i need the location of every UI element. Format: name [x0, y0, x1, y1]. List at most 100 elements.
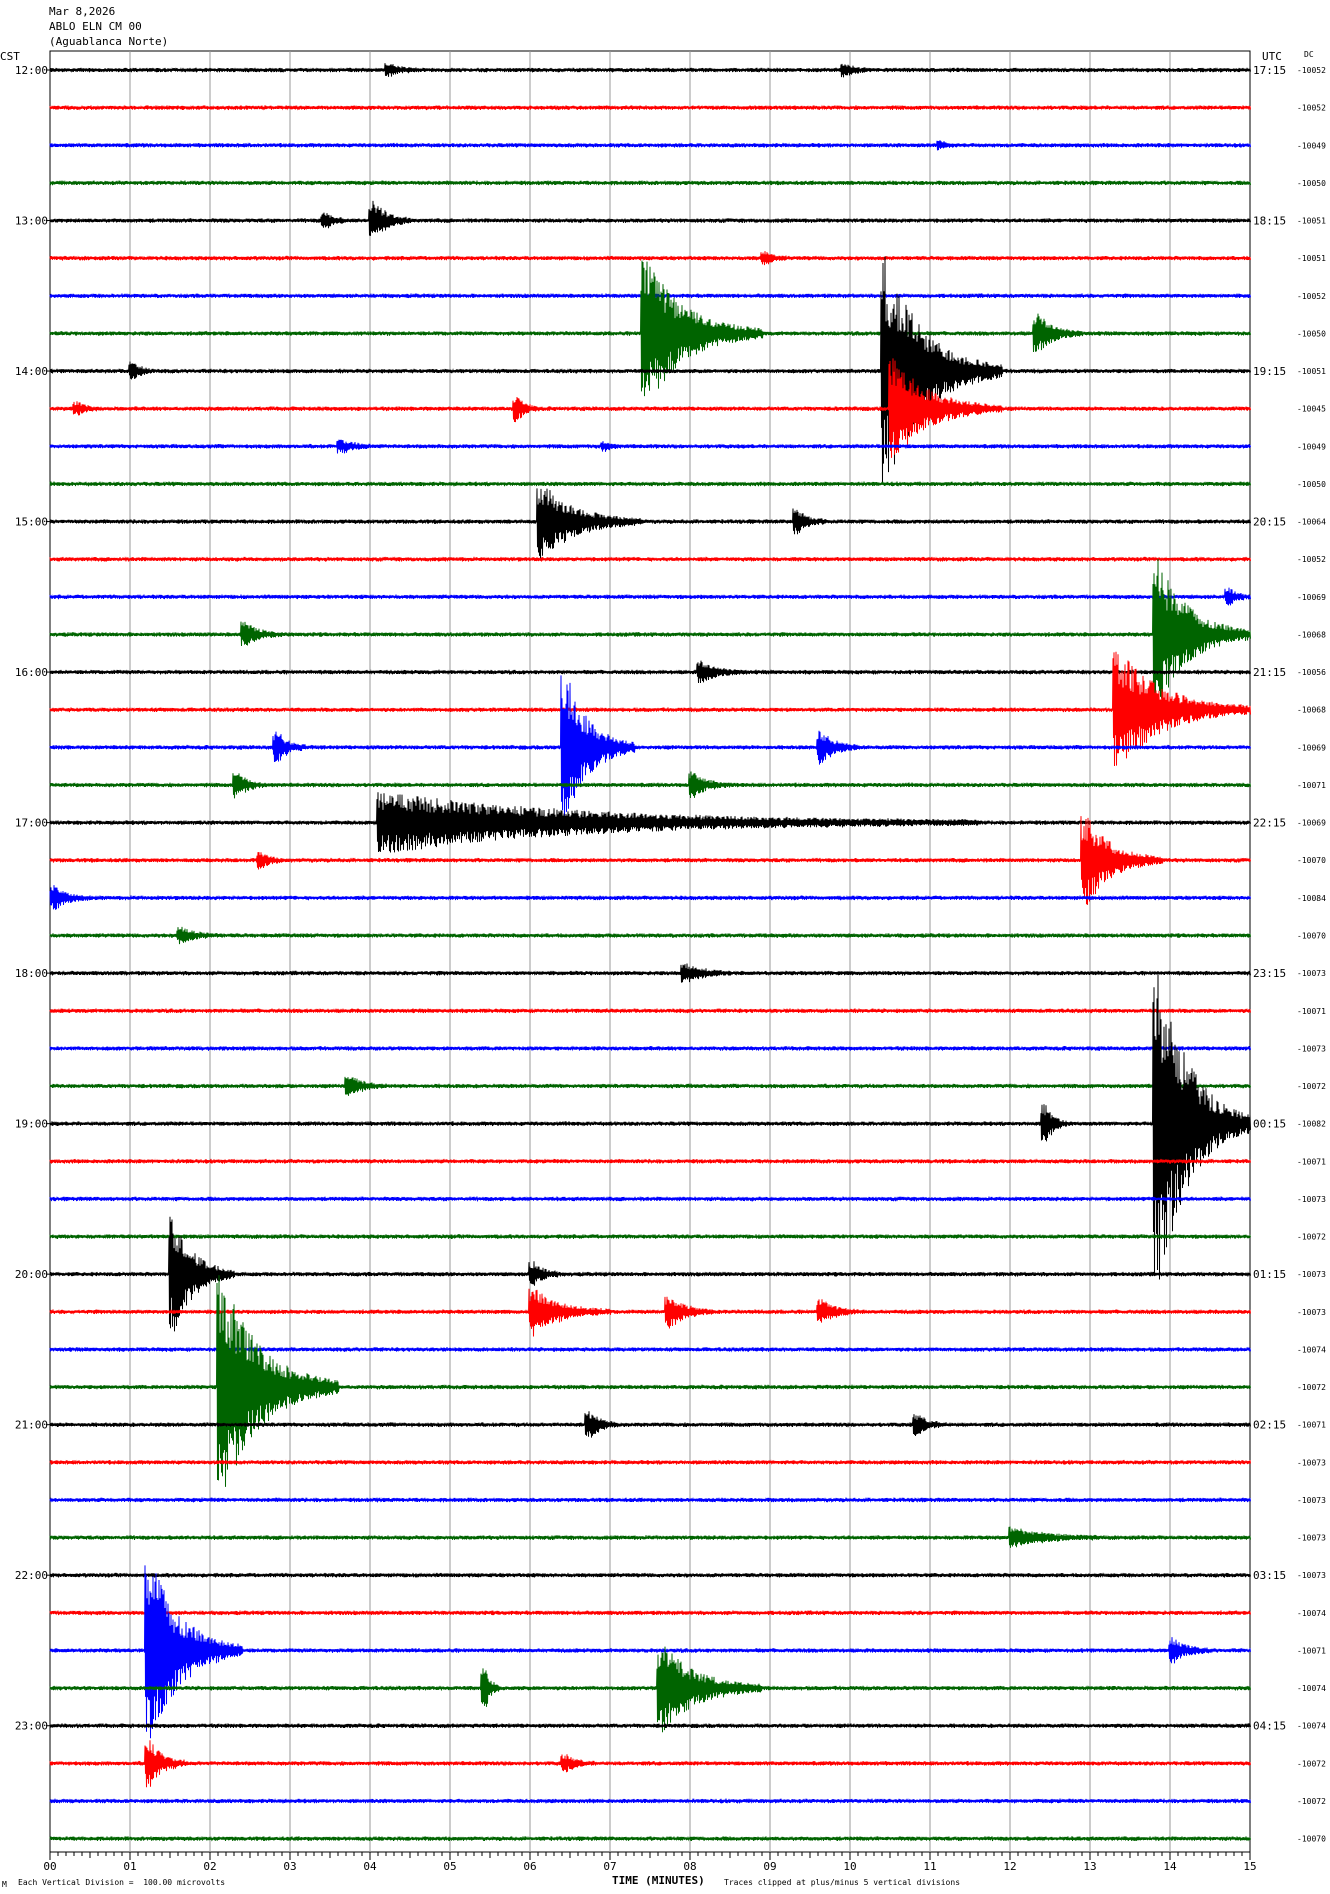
- dc-label: DC: [1304, 50, 1314, 59]
- seismic-trace: [49, 675, 1251, 825]
- dc-offset-label: -10052: [1297, 555, 1326, 564]
- dc-offset-label: -10071: [1297, 781, 1326, 790]
- seismic-trace: [49, 1798, 1251, 1805]
- dc-offset-label: -10074: [1297, 1684, 1326, 1693]
- seismic-trace: [49, 558, 1251, 699]
- seismic-trace: [49, 651, 1251, 767]
- dc-offset-label: -10072: [1297, 1383, 1326, 1392]
- x-tick-label: 00: [43, 1860, 56, 1873]
- dc-offset-label: -10071: [1297, 1007, 1326, 1016]
- dc-offset-label: -10073: [1297, 1308, 1326, 1317]
- seismic-trace: [49, 816, 1251, 905]
- dc-offset-label: -10051: [1297, 217, 1326, 226]
- x-tick-label: 08: [683, 1860, 696, 1873]
- left-hour-label: 18:00: [15, 967, 48, 980]
- right-hour-label: 17:15: [1253, 64, 1286, 77]
- seismic-trace: [49, 1233, 1251, 1240]
- x-tick-label: 07: [603, 1860, 616, 1873]
- dc-offset-label: -10072: [1297, 1759, 1326, 1768]
- right-hour-label: 20:15: [1253, 516, 1286, 529]
- seismic-trace: [49, 1496, 1251, 1503]
- left-hour-label: 17:00: [15, 817, 48, 830]
- dc-offset-label: -10049: [1297, 141, 1326, 150]
- corner-mark: M: [2, 1880, 7, 1889]
- right-hour-label: 18:15: [1253, 215, 1286, 228]
- seismic-trace: [49, 1526, 1251, 1548]
- dc-offset-label: -10074: [1297, 1722, 1326, 1731]
- x-tick-label: 11: [923, 1860, 936, 1873]
- dc-offset-label: -10073: [1297, 1496, 1326, 1505]
- x-tick-label: 14: [1163, 1860, 1177, 1873]
- dc-offset-label: -10052: [1297, 292, 1326, 301]
- seismic-trace: [49, 1835, 1251, 1842]
- left-hour-label: 16:00: [15, 666, 48, 679]
- left-hour-label: 14:00: [15, 365, 48, 378]
- dc-offset-label: -10073: [1297, 1458, 1326, 1467]
- seismic-trace: [49, 1646, 1251, 1733]
- seismic-trace: [49, 1007, 1251, 1014]
- header-station: ABLO ELN CM 00: [49, 20, 142, 33]
- x-tick-label: 10: [843, 1860, 856, 1873]
- header-date: Mar 8,2026: [49, 5, 116, 18]
- seismic-trace: [49, 439, 1251, 454]
- right-hour-label: 04:15: [1253, 1720, 1286, 1733]
- x-tick-label: 15: [1243, 1860, 1256, 1873]
- dc-offset-label: -10073: [1297, 1571, 1326, 1580]
- seismic-trace: [49, 179, 1251, 186]
- dc-offset-label: -10071: [1297, 1157, 1326, 1166]
- dc-offset-label: -10064: [1297, 518, 1326, 527]
- dc-offset-label: -10073: [1297, 1195, 1326, 1204]
- dc-offset-label: -10073: [1297, 1534, 1326, 1543]
- left-hour-label: 21:00: [15, 1419, 48, 1432]
- dc-offset-label: -10073: [1297, 1270, 1326, 1279]
- seismic-trace: [49, 488, 1251, 560]
- seismic-trace: [49, 251, 1251, 266]
- right-hour-label: 19:15: [1253, 365, 1286, 378]
- seismic-trace: [49, 1565, 1251, 1739]
- seismic-trace: [49, 792, 1251, 853]
- x-tick-label: 05: [443, 1860, 456, 1873]
- scale-note: Each Vertical Division = 100.00 microvol…: [18, 1878, 226, 1887]
- seismic-trace: [49, 771, 1251, 799]
- seismic-trace: [49, 1288, 1251, 1337]
- dc-offset-label: -10050: [1297, 179, 1326, 188]
- dc-offset-label: -10074: [1297, 1609, 1326, 1618]
- seismic-trace: [49, 256, 1251, 484]
- seismic-trace: [49, 260, 1251, 397]
- clip-note: Traces clipped at plus/minus 5 vertical …: [724, 1878, 961, 1887]
- seismic-trace: [49, 1045, 1251, 1052]
- left-hour-label: 20:00: [15, 1268, 48, 1281]
- x-tick-label: 03: [283, 1860, 296, 1873]
- x-tick-label: 02: [203, 1860, 216, 1873]
- seismic-trace: [49, 1459, 1251, 1466]
- x-tick-label: 12: [1003, 1860, 1016, 1873]
- dc-offset-label: -10069: [1297, 593, 1326, 602]
- dc-offset-label: -10070: [1297, 856, 1326, 865]
- dc-offset-label: -10071: [1297, 1646, 1326, 1655]
- dc-offset-label: -10045: [1297, 405, 1326, 414]
- seismic-trace: [49, 1609, 1251, 1616]
- seismic-trace: [49, 974, 1251, 1280]
- x-axis-label: TIME (MINUTES): [612, 1874, 705, 1887]
- left-hour-label: 12:00: [15, 64, 48, 77]
- seismic-trace: [49, 480, 1251, 487]
- left-hour-label: 13:00: [15, 215, 48, 228]
- dc-offset-label: -10049: [1297, 442, 1326, 451]
- right-hour-label: 02:15: [1253, 1419, 1286, 1432]
- dc-offset-label: -10050: [1297, 329, 1326, 338]
- seismic-trace: [49, 1411, 1251, 1438]
- dc-offset-label: -10071: [1297, 1421, 1326, 1430]
- dc-offset-label: -10070: [1297, 1835, 1326, 1844]
- dc-offset-label: -10073: [1297, 969, 1326, 978]
- left-hour-label: 15:00: [15, 516, 48, 529]
- seismic-trace: [49, 1216, 1251, 1332]
- dc-offset-label: -10069: [1297, 743, 1326, 752]
- seismic-trace: [49, 63, 1251, 78]
- left-hour-label: 19:00: [15, 1118, 48, 1131]
- dc-offset-label: -10072: [1297, 1233, 1326, 1242]
- seismic-trace: [49, 1076, 1251, 1096]
- right-hour-label: 00:15: [1253, 1118, 1286, 1131]
- right-hour-label: 22:15: [1253, 817, 1286, 830]
- x-tick-label: 01: [123, 1860, 136, 1873]
